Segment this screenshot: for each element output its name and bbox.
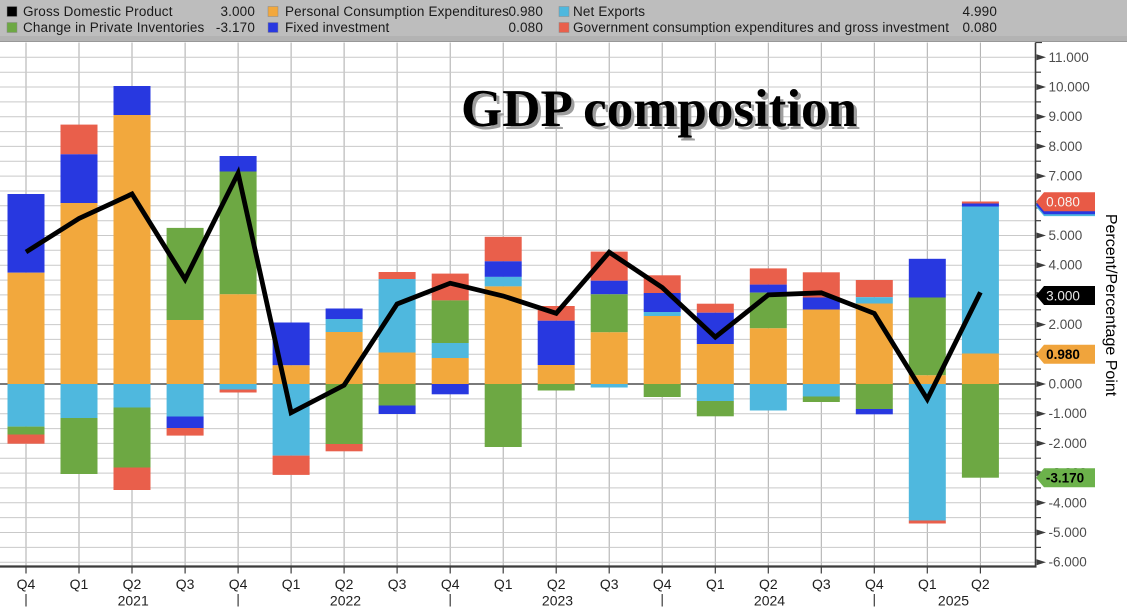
svg-text:Q1: Q1 [70,576,89,592]
svg-text:Q2: Q2 [971,576,990,592]
svg-text:Q2: Q2 [759,576,778,592]
svg-text:Q4: Q4 [653,576,672,592]
svg-text:Q3: Q3 [600,576,619,592]
svg-text:-2.000: -2.000 [1049,436,1087,451]
svg-text:-3.170: -3.170 [216,20,255,35]
svg-text:11.000: 11.000 [1049,50,1089,65]
svg-text:Q2: Q2 [123,576,142,592]
svg-text:-4.000: -4.000 [1049,495,1087,510]
svg-text:3.000: 3.000 [220,4,255,19]
svg-text:Q4: Q4 [17,576,36,592]
svg-text:3.000: 3.000 [1046,288,1080,303]
svg-text:Q3: Q3 [812,576,831,592]
svg-text:Q4: Q4 [865,576,884,592]
svg-text:Net Exports: Net Exports [573,4,645,19]
svg-text:5.000: 5.000 [1049,228,1083,243]
svg-text:0.000: 0.000 [1049,377,1083,392]
svg-text:8.000: 8.000 [1049,139,1083,154]
svg-text:Q1: Q1 [282,576,301,592]
svg-text:4.000: 4.000 [1049,258,1083,273]
svg-text:Q1: Q1 [918,576,937,592]
svg-text:Change in Private Inventories: Change in Private Inventories [23,20,205,35]
svg-text:Government consumption expendi: Government consumption expenditures and … [573,20,949,35]
svg-text:Q1: Q1 [494,576,513,592]
svg-text:Q3: Q3 [388,576,407,592]
svg-text:0.080: 0.080 [962,20,997,35]
svg-text:0.080: 0.080 [1046,195,1080,210]
svg-text:10.000: 10.000 [1049,80,1090,95]
svg-text:GDP composition: GDP composition [464,83,860,141]
svg-text:Fixed investment: Fixed investment [285,20,390,35]
svg-text:-6.000: -6.000 [1049,555,1087,570]
svg-text:2022: 2022 [330,593,361,608]
svg-text:4.990: 4.990 [962,4,997,19]
svg-text:Personal Consumption Expenditu: Personal Consumption Expenditures [285,4,509,19]
svg-text:2024: 2024 [754,593,785,608]
svg-text:0.980: 0.980 [508,4,543,19]
svg-text:Q2: Q2 [335,576,354,592]
svg-text:7.000: 7.000 [1049,169,1083,184]
svg-text:Q2: Q2 [547,576,566,592]
svg-text:-1.000: -1.000 [1049,406,1087,421]
svg-text:0.080: 0.080 [508,20,543,35]
svg-text:Q3: Q3 [176,576,195,592]
svg-text:-3.170: -3.170 [1046,471,1084,486]
svg-text:-5.000: -5.000 [1049,525,1087,540]
svg-text:Q4: Q4 [441,576,460,592]
svg-text:2023: 2023 [542,593,573,608]
svg-text:Percent/Percentage Point: Percent/Percentage Point [1102,214,1119,397]
svg-text:2.000: 2.000 [1049,317,1083,332]
svg-text:Q1: Q1 [706,576,725,592]
svg-text:9.000: 9.000 [1049,109,1083,124]
svg-text:Gross Domestic Product: Gross Domestic Product [23,4,173,19]
svg-text:GDP composition: GDP composition [461,80,857,138]
svg-text:2025: 2025 [938,593,969,608]
svg-text:2021: 2021 [118,593,149,608]
svg-text:0.980: 0.980 [1046,347,1080,362]
svg-text:Q4: Q4 [229,576,248,592]
